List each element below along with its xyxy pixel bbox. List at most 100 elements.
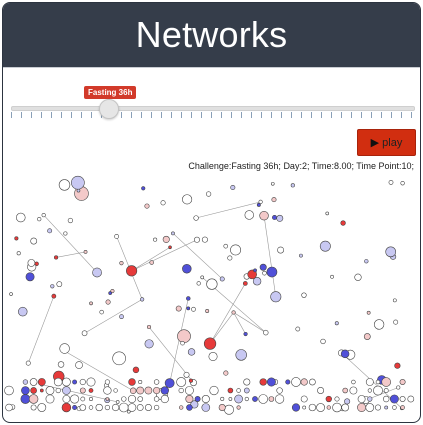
network-node[interactable] <box>302 405 307 410</box>
network-node[interactable] <box>243 331 248 337</box>
network-node[interactable] <box>115 400 120 404</box>
network-node[interactable] <box>243 387 250 394</box>
network-node[interactable] <box>316 403 325 412</box>
network-node[interactable] <box>262 270 267 276</box>
network-node[interactable] <box>89 397 93 401</box>
network-node[interactable] <box>373 385 383 396</box>
network-node[interactable] <box>27 259 36 267</box>
network-node[interactable] <box>79 404 87 411</box>
network-node[interactable] <box>88 388 94 393</box>
network-node[interactable] <box>14 236 19 241</box>
network-node[interactable] <box>193 215 199 221</box>
network-node[interactable] <box>388 180 394 185</box>
network-node[interactable] <box>244 396 249 402</box>
network-node[interactable] <box>72 379 78 385</box>
network-node[interactable] <box>67 217 73 224</box>
network-node[interactable] <box>59 343 70 354</box>
network-node[interactable] <box>270 181 275 186</box>
network-node[interactable] <box>394 362 401 369</box>
network-node[interactable] <box>340 220 346 226</box>
network-node[interactable] <box>132 366 140 374</box>
network-node[interactable] <box>79 378 86 386</box>
network-node[interactable] <box>340 349 350 359</box>
network-node[interactable] <box>334 396 340 402</box>
network-node[interactable] <box>320 338 326 345</box>
network-node[interactable] <box>51 293 57 299</box>
network-node[interactable] <box>114 234 120 239</box>
network-node[interactable] <box>45 394 55 404</box>
network-node[interactable] <box>127 403 137 412</box>
network-node[interactable] <box>276 387 283 394</box>
network-node[interactable] <box>375 379 381 385</box>
network-node[interactable] <box>56 281 63 288</box>
network-node[interactable] <box>230 185 236 191</box>
network-node[interactable] <box>127 394 137 404</box>
network-node[interactable] <box>187 348 196 356</box>
network-node[interactable] <box>83 250 88 254</box>
network-node[interactable] <box>188 378 193 383</box>
network-node[interactable] <box>384 405 389 410</box>
network-node[interactable] <box>256 202 261 207</box>
network-node[interactable] <box>81 330 88 337</box>
slider-track[interactable] <box>11 106 415 111</box>
network-node[interactable] <box>179 405 184 410</box>
network-node[interactable] <box>231 310 236 315</box>
network-node[interactable] <box>381 377 391 387</box>
network-node[interactable] <box>190 400 199 409</box>
network-node[interactable] <box>393 319 399 325</box>
network-node[interactable] <box>295 326 301 332</box>
network-node[interactable] <box>373 319 385 330</box>
network-node[interactable] <box>325 211 330 216</box>
network-node[interactable] <box>119 314 124 320</box>
network-node[interactable] <box>259 378 267 386</box>
network-node[interactable] <box>367 396 373 402</box>
network-node[interactable] <box>136 386 145 395</box>
network-node[interactable] <box>160 386 169 395</box>
network-node[interactable] <box>71 175 85 190</box>
network-node[interactable] <box>89 301 93 306</box>
network-node[interactable] <box>219 276 225 282</box>
network-node[interactable] <box>37 378 46 386</box>
network-node[interactable] <box>95 403 103 412</box>
network-node[interactable] <box>105 299 111 305</box>
network-node[interactable] <box>25 360 31 366</box>
network-node[interactable] <box>383 388 389 393</box>
network-node[interactable] <box>227 387 234 394</box>
network-node[interactable] <box>252 277 262 286</box>
network-node[interactable] <box>25 272 35 282</box>
network-node[interactable] <box>285 379 291 385</box>
network-node[interactable] <box>45 386 55 395</box>
network-node[interactable] <box>41 212 46 218</box>
network-node[interactable] <box>16 251 21 256</box>
network-node[interactable] <box>299 253 303 258</box>
network-node[interactable] <box>105 397 110 401</box>
network-node[interactable] <box>153 396 160 402</box>
network-node[interactable] <box>70 394 80 404</box>
network-node[interactable] <box>243 378 251 386</box>
network-node[interactable] <box>300 378 308 386</box>
network-node[interactable] <box>88 405 94 410</box>
network-node[interactable] <box>400 181 405 186</box>
network-node[interactable] <box>290 183 295 188</box>
network-node[interactable] <box>128 378 136 386</box>
network-node[interactable] <box>301 292 307 298</box>
network-node[interactable] <box>367 388 372 393</box>
network-node[interactable] <box>30 404 37 411</box>
network-node[interactable] <box>332 402 342 413</box>
network-node[interactable] <box>266 266 278 278</box>
network-node[interactable] <box>227 255 233 261</box>
network-node[interactable] <box>258 394 268 404</box>
network-node[interactable] <box>30 387 37 394</box>
network-node[interactable] <box>259 263 267 271</box>
network-node[interactable] <box>20 394 31 404</box>
network-node[interactable] <box>205 191 212 197</box>
network-node[interactable] <box>92 267 102 278</box>
network-node[interactable] <box>22 379 29 385</box>
network-node[interactable] <box>144 386 153 395</box>
network-node[interactable] <box>270 291 282 303</box>
network-node[interactable] <box>354 273 362 281</box>
network-node[interactable] <box>266 377 276 387</box>
network-node[interactable] <box>30 237 38 245</box>
network-node[interactable] <box>193 236 200 243</box>
network-node[interactable] <box>309 378 316 386</box>
